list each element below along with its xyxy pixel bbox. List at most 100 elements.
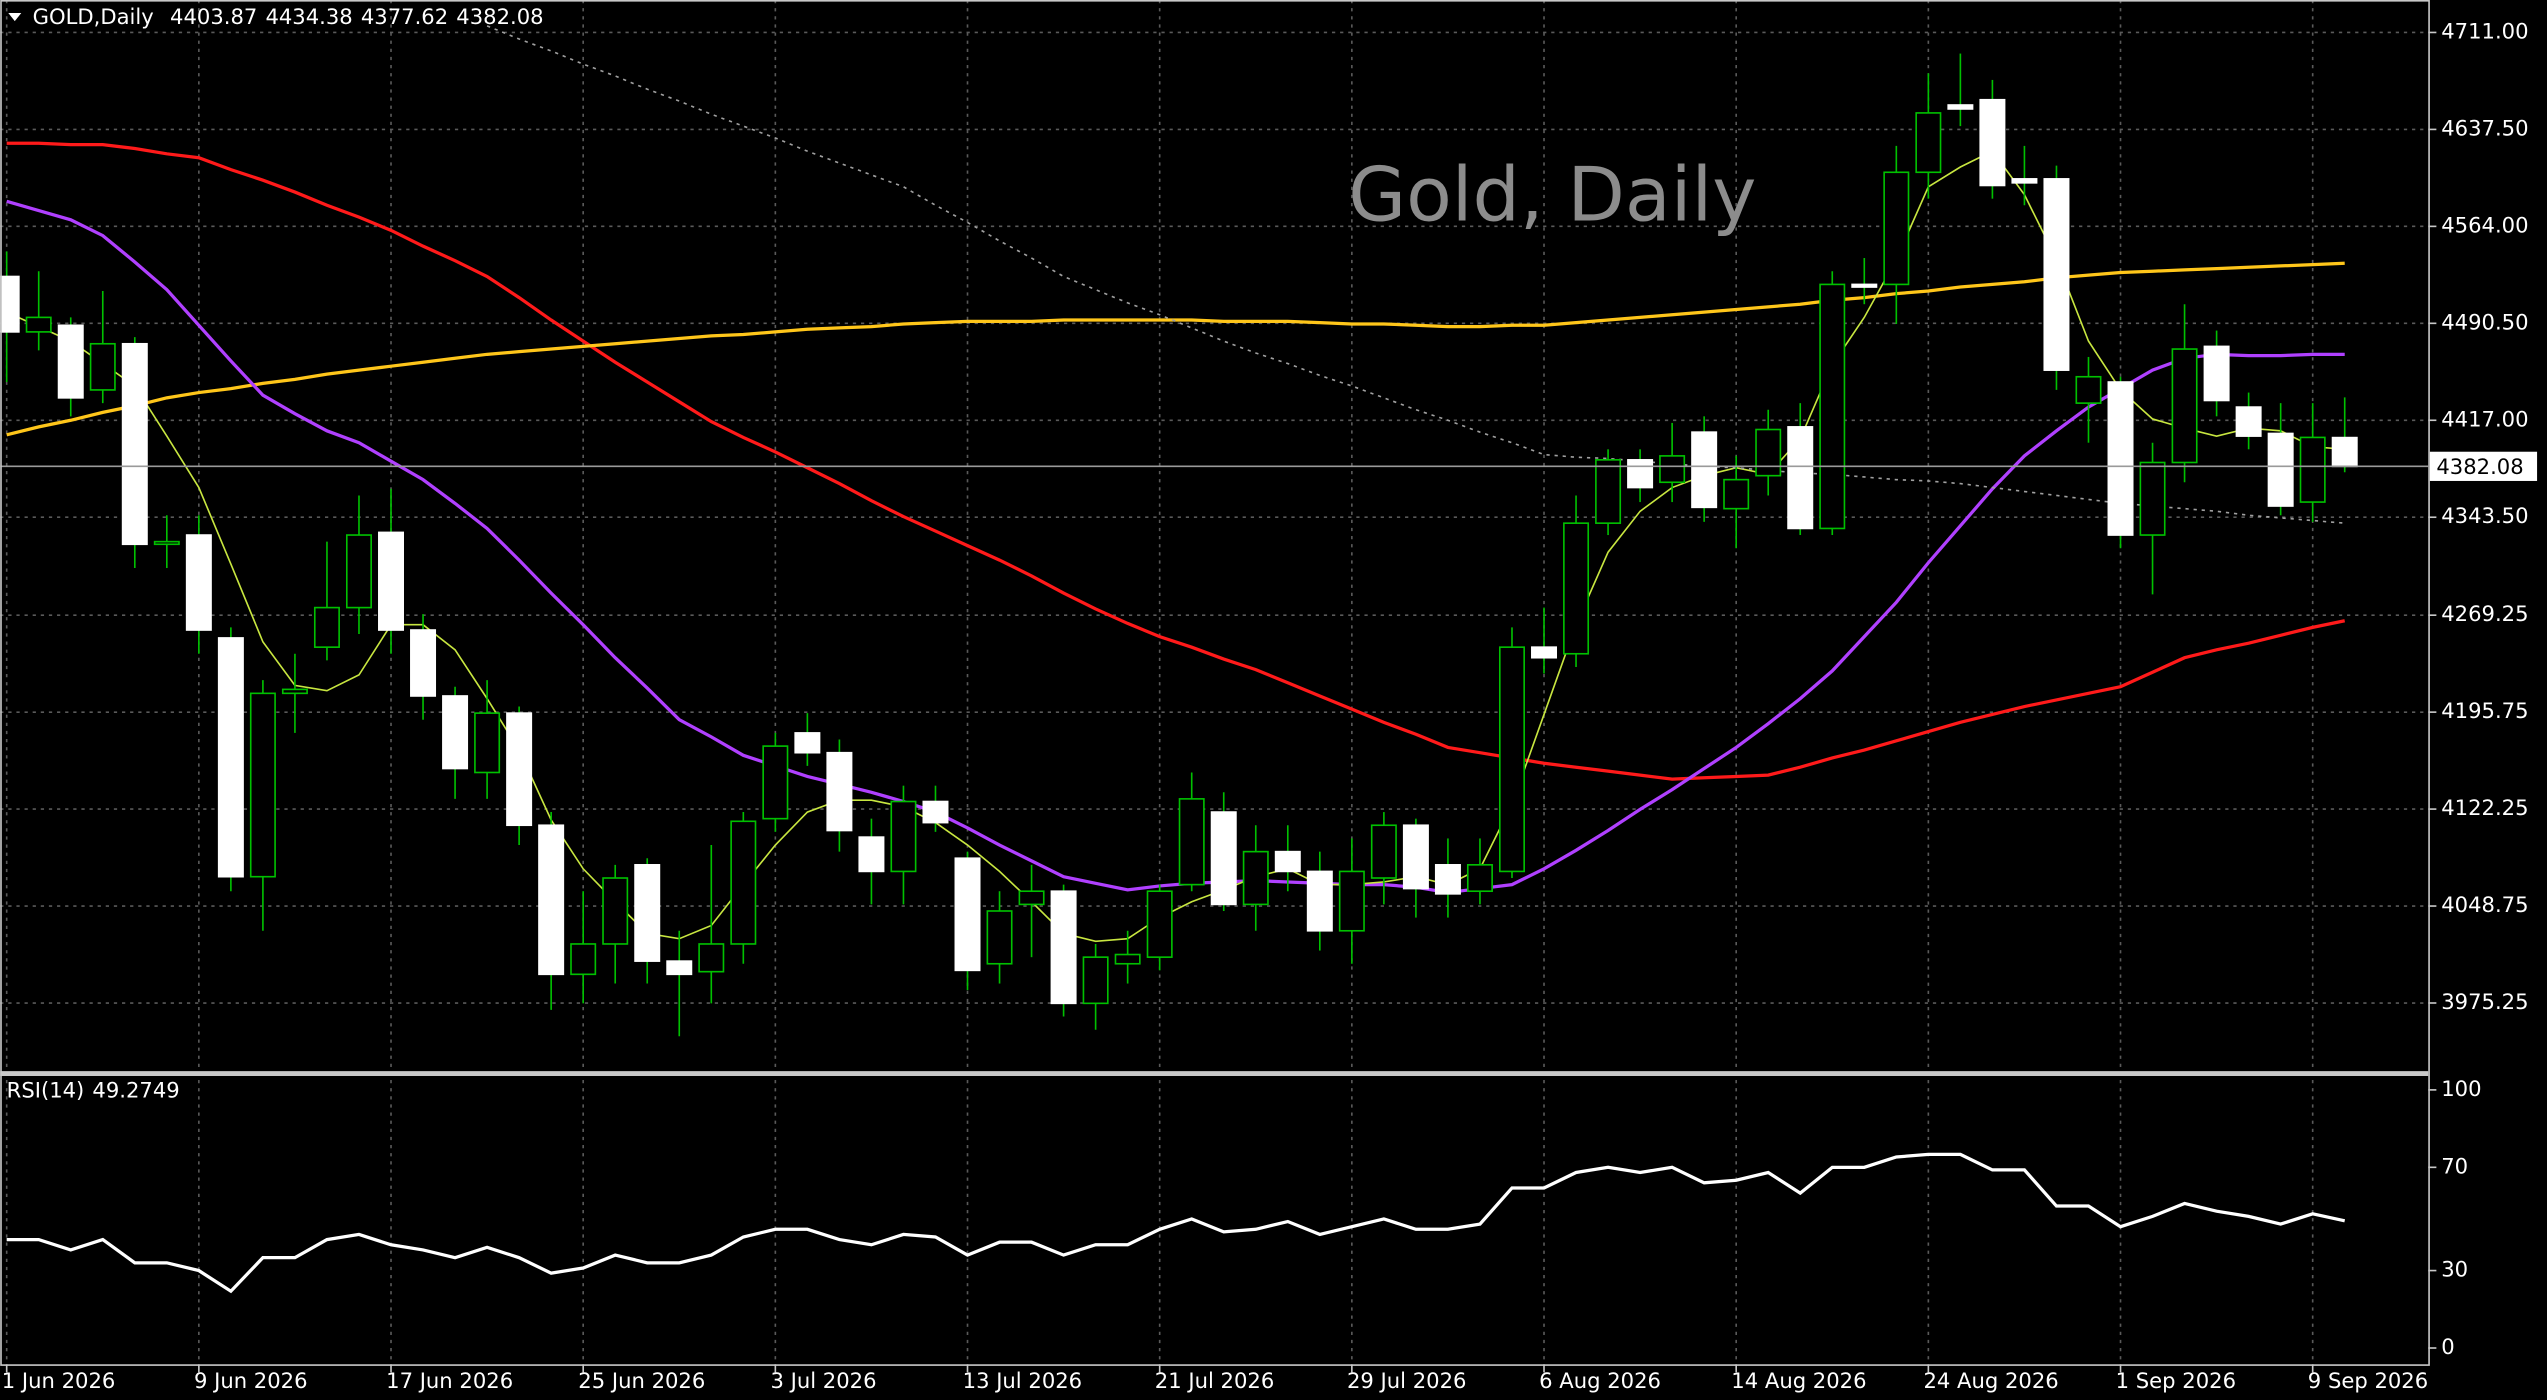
candle-body	[1338, 870, 1365, 932]
candle-body	[313, 606, 340, 648]
candle-body	[121, 342, 148, 546]
candle-body	[826, 751, 853, 832]
candle-body	[1851, 283, 1878, 288]
candle-body	[762, 745, 789, 820]
header-open: 4403.87	[170, 4, 257, 29]
candle-body	[602, 877, 629, 945]
candle-body	[2203, 345, 2230, 402]
rsi-line	[6, 1152, 2346, 1294]
plot-frame	[0, 0, 2430, 1366]
candle-body	[1466, 864, 1493, 893]
y-tick-label: 4269.25	[2441, 601, 2528, 626]
x-tick-label: 9 Sep 2026	[2308, 1368, 2428, 1393]
x-tick-label: 6 Aug 2026	[1539, 1368, 1661, 1393]
candle-body	[217, 637, 244, 878]
y-tick-label: 4711.00	[2441, 18, 2528, 43]
candle-body	[1947, 104, 1974, 110]
x-tick-label: 14 Aug 2026	[1731, 1368, 1866, 1393]
candle-body	[2171, 348, 2198, 464]
candle-body	[1434, 864, 1461, 895]
candle-body	[0, 275, 20, 333]
candle-body	[1242, 850, 1269, 906]
x-tick-label: 24 Aug 2026	[1923, 1368, 2058, 1393]
candle-body	[2331, 436, 2358, 468]
labels: 1 Jun 2026 9 Jun 2026 17 Jun 2026 25 Jun 20…	[2, 18, 2538, 1393]
candle-body	[954, 857, 981, 972]
candle-body	[2235, 406, 2262, 437]
candle-body	[1082, 956, 1109, 1005]
y-tick-label: 4343.50	[2441, 503, 2528, 528]
candle-body	[2011, 178, 2038, 184]
candle-body	[474, 712, 501, 774]
candle-body	[1402, 824, 1429, 890]
candle-body	[1498, 646, 1525, 873]
candle-body	[2267, 432, 2294, 507]
candle-body	[538, 824, 565, 976]
candle-body	[410, 629, 437, 697]
current-price-label: 4382.08	[2436, 454, 2523, 479]
moving-average-line	[6, 141, 2346, 781]
x-tick-label: 1 Sep 2026	[2116, 1368, 2236, 1393]
candle-body	[1659, 455, 1686, 484]
candle-body	[2299, 436, 2326, 503]
candle-body	[570, 943, 597, 976]
candle-body	[1370, 824, 1397, 879]
candle-body	[1723, 478, 1750, 510]
candle-body	[25, 316, 52, 333]
y-tick-label: 30	[2441, 1257, 2468, 1282]
x-tick-label: 13 Jul 2026	[963, 1368, 1082, 1393]
candle-body	[1146, 890, 1173, 958]
candle-body	[1979, 98, 2006, 187]
candle-body	[634, 864, 661, 962]
x-tick-label: 17 Jun 2026	[386, 1368, 513, 1393]
candle-body	[2075, 375, 2102, 404]
y-tick-label: 4122.25	[2441, 795, 2528, 820]
candle-body	[1210, 811, 1237, 906]
candle-body	[1787, 426, 1814, 530]
candle-body	[730, 820, 757, 945]
menu-arrow	[8, 12, 22, 22]
x-tick-label: 1 Jun 2026	[2, 1368, 116, 1393]
candle-body	[922, 800, 949, 824]
rsi-plot	[6, 1152, 2346, 1294]
y-tick-label: 4490.50	[2441, 309, 2528, 334]
candle-body	[1050, 890, 1077, 1005]
header-low: 4377.62	[361, 4, 448, 29]
header-close: 4382.08	[456, 4, 543, 29]
candle-body	[794, 732, 821, 754]
candle-body	[281, 688, 308, 695]
x-tick-label: 29 Jul 2026	[1347, 1368, 1466, 1393]
candle-body	[2139, 461, 2166, 536]
candle-body	[249, 692, 276, 878]
y-tick-label: 4564.00	[2441, 212, 2528, 237]
candle-body	[666, 960, 693, 976]
y-tick-label: 0	[2441, 1334, 2454, 1359]
x-tick-label: 25 Jun 2026	[578, 1368, 705, 1393]
candle-body	[1595, 459, 1622, 524]
y-tick-label: 4417.00	[2441, 406, 2528, 431]
rsi-value: 49.2749	[92, 1077, 179, 1102]
current-price-box	[2429, 451, 2538, 481]
candle-body	[153, 540, 180, 546]
grid	[0, 0, 2429, 1365]
candle-body	[57, 324, 84, 399]
chart-title: GOLD,Daily	[33, 4, 154, 29]
axes	[0, 0, 2430, 1366]
candle-body	[858, 836, 885, 873]
candle-body	[1114, 953, 1141, 965]
y-tick-label: 4195.75	[2441, 698, 2528, 723]
candle-body	[2107, 381, 2134, 536]
y-tick-label: 3975.25	[2441, 989, 2528, 1014]
candle-body	[1563, 522, 1590, 655]
rsi-header: RSI(14) 49.2749	[7, 1077, 180, 1102]
candle-body	[1531, 646, 1558, 659]
candle-body	[890, 800, 917, 873]
candle-body	[1819, 283, 1846, 530]
candle-body	[1755, 428, 1782, 477]
candle-body	[698, 943, 725, 973]
candle-body	[185, 534, 212, 631]
moving-average-line	[6, 261, 2345, 437]
